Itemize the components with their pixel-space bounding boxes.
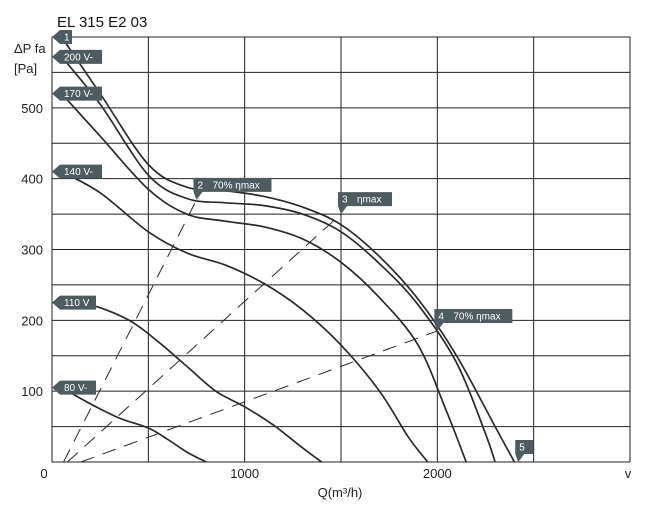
efficiency-label-1: 2 70% ηmax xyxy=(193,177,272,200)
y-tick-label: 500 xyxy=(21,101,43,116)
x-axis-label: Q(m³/h) xyxy=(318,485,363,500)
efficiency-label-text: 70% ηmax xyxy=(213,180,260,191)
efficiency-label-box xyxy=(515,440,534,462)
x-tick-label: 2000 xyxy=(423,466,452,481)
fan-curve-5 xyxy=(61,301,323,463)
efficiency-label-box xyxy=(434,308,513,331)
efficiency-line-2 xyxy=(63,199,197,463)
curve-label-3: 170 V- xyxy=(52,86,102,101)
efficiency-label-box xyxy=(193,177,272,200)
curve-label-box xyxy=(52,30,72,44)
y-tick-label: 300 xyxy=(21,243,43,258)
efficiency-lines xyxy=(63,199,438,463)
x-axis-extra-label: v xyxy=(625,466,632,481)
fan-curve-3 xyxy=(60,93,467,463)
y-axis-label-line2: [Pa] xyxy=(14,61,37,76)
x-tick-label: 1000 xyxy=(230,466,259,481)
curve-label-text: 80 V- xyxy=(64,383,87,394)
efficiency-label-number: 3 xyxy=(342,195,348,206)
efficiency-label-marker-1: 5 xyxy=(515,440,534,462)
efficiency-line-4 xyxy=(80,330,438,463)
efficiency-label-text: ηmax xyxy=(357,195,381,206)
curve-label-text: 110 V xyxy=(64,298,90,309)
y-tick-label: 400 xyxy=(21,172,43,187)
efficiency-label-number: 5 xyxy=(519,443,525,454)
curve-label-1: 1 xyxy=(52,30,72,44)
fan-curves xyxy=(60,36,516,463)
fan-curve-6 xyxy=(61,386,207,463)
fan-curve-2 xyxy=(60,56,496,463)
curve-label-text: 170 V- xyxy=(64,89,93,100)
curve-label-5: 110 V xyxy=(52,295,96,310)
efficiency-line-3 xyxy=(67,213,342,463)
curve-label-6: 80 V- xyxy=(52,380,96,395)
efficiency-label-box xyxy=(338,192,392,215)
curve-label-box xyxy=(52,86,102,101)
curve-label-2: 200 V- xyxy=(52,49,102,64)
efficiency-label-number: 4 xyxy=(438,311,444,322)
efficiency-label-2: 3 ηmax xyxy=(338,192,392,215)
y-tick-labels: 100 200 300 400 500 xyxy=(21,101,43,399)
efficiency-label-number: 2 xyxy=(198,180,204,191)
efficiency-label-text: 70% ηmax xyxy=(453,311,500,322)
curve-label-text: 140 V- xyxy=(64,167,93,178)
curve-label-text: 200 V- xyxy=(64,52,93,63)
curve-label-box xyxy=(52,49,102,64)
curve-tags: 1 200 V- 170 V- 140 V- 110 V 80 V- 2 70% ηmax 3 η… xyxy=(52,30,534,462)
curve-label-box xyxy=(52,295,96,310)
curve-label-text: 1 xyxy=(64,33,70,44)
curve-label-box xyxy=(52,164,102,179)
grid xyxy=(51,36,631,463)
x-tick-label: 0 xyxy=(40,466,47,481)
x-tick-labels: 0 1000 2000 xyxy=(40,466,451,481)
y-tick-label: 100 xyxy=(21,384,43,399)
curve-label-4: 140 V- xyxy=(52,164,102,179)
curve-label-box xyxy=(52,380,96,395)
y-tick-label: 200 xyxy=(21,313,43,328)
y-axis-label-line1: ΔP fa xyxy=(14,41,46,56)
fan-curve-4 xyxy=(61,170,429,463)
chart-title: EL 315 E2 03 xyxy=(57,14,147,31)
efficiency-label-3: 4 70% ηmax xyxy=(434,308,513,331)
fan-curve-1 xyxy=(60,36,516,463)
